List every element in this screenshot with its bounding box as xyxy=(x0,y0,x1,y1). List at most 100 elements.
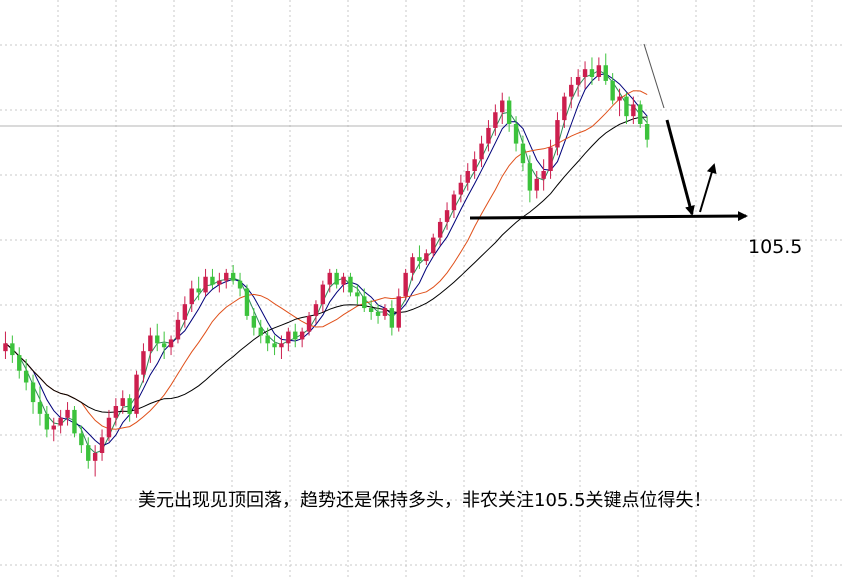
candle-body xyxy=(548,147,553,171)
candle-body xyxy=(320,284,326,305)
candle-body xyxy=(10,343,15,356)
ma-long-line xyxy=(5,116,648,413)
candle-body xyxy=(610,80,615,101)
candle-body xyxy=(513,124,519,144)
candle-body xyxy=(327,272,332,285)
candle-body xyxy=(224,272,229,281)
candle-body xyxy=(272,343,277,348)
candle-body xyxy=(37,402,43,414)
candle-body xyxy=(617,96,622,101)
candle-body xyxy=(265,335,270,344)
key-level-label: 105.5 xyxy=(748,236,803,258)
candle-body xyxy=(168,339,174,348)
candle-body xyxy=(562,96,567,121)
candle-body xyxy=(299,331,305,340)
candle-body xyxy=(417,257,422,262)
candle-body xyxy=(196,288,201,293)
candle-body xyxy=(493,112,498,128)
candle-body xyxy=(279,343,284,348)
candle-body xyxy=(603,65,608,81)
candle-body xyxy=(113,406,119,418)
candle-body xyxy=(79,433,84,446)
candle-body xyxy=(389,308,395,328)
candle-body xyxy=(451,194,457,211)
trend-line xyxy=(643,43,665,109)
candle-body xyxy=(431,237,436,254)
moving-average-lines xyxy=(5,69,648,454)
candle-body xyxy=(230,272,236,281)
candle-body xyxy=(237,280,243,289)
ma-slow-line xyxy=(5,90,648,430)
candle-body xyxy=(589,69,595,77)
candle-body xyxy=(182,304,188,320)
candle-body xyxy=(306,315,312,332)
candle-body xyxy=(500,100,505,113)
candle-body xyxy=(286,331,291,344)
ma-mid-line xyxy=(5,73,648,447)
candle-body xyxy=(479,143,484,160)
candle-body xyxy=(127,398,132,414)
candle-body xyxy=(396,296,401,328)
candle-body xyxy=(555,120,560,148)
key-level-arrow xyxy=(469,211,748,222)
candle-body xyxy=(65,409,70,418)
candle-body xyxy=(106,417,112,438)
candle-body xyxy=(161,343,167,348)
candle-body xyxy=(458,182,464,195)
up-arrow xyxy=(699,163,717,213)
candle-body xyxy=(86,445,91,461)
candle-body xyxy=(203,276,208,293)
candle-body xyxy=(244,288,250,316)
candle-body xyxy=(334,272,339,285)
candle-body xyxy=(3,343,8,352)
candle-body xyxy=(382,308,388,316)
candle-body xyxy=(368,308,374,312)
candle-body xyxy=(155,335,160,344)
candle-body xyxy=(189,288,194,305)
candle-body xyxy=(258,327,263,336)
candle-body xyxy=(341,276,346,285)
chart-caption: 美元出现见顶回落，趋势还是保持多头，非农关注105.5关键点位得失！ xyxy=(138,490,712,511)
trend-annotations xyxy=(469,43,748,222)
candle-body xyxy=(486,127,491,144)
candle-body xyxy=(506,100,512,124)
candle-body xyxy=(534,178,539,191)
candle-body xyxy=(569,84,574,97)
candle-body xyxy=(541,171,546,179)
candle-body xyxy=(175,319,181,340)
candle-body xyxy=(638,104,643,124)
candle-body xyxy=(30,382,36,403)
candle-body xyxy=(520,143,526,164)
candle-body xyxy=(644,124,650,140)
candle-body xyxy=(99,437,105,453)
candle-body xyxy=(44,413,50,430)
candlestick-series xyxy=(3,53,650,477)
candle-body xyxy=(348,276,353,293)
candle-body xyxy=(210,276,215,285)
candle-body xyxy=(51,425,56,430)
ma-fast-line xyxy=(5,69,648,454)
candle-body xyxy=(527,163,533,191)
candle-body xyxy=(465,171,470,183)
candle-body xyxy=(92,453,98,461)
candle-body xyxy=(134,374,139,414)
candle-body xyxy=(293,331,298,340)
candle-body xyxy=(120,398,125,406)
candle-body xyxy=(23,370,29,383)
candle-body xyxy=(582,69,588,77)
candle-body xyxy=(424,253,429,262)
candle-body xyxy=(251,315,257,328)
candle-body xyxy=(596,65,602,77)
candle-body xyxy=(362,296,367,309)
candle-body xyxy=(444,210,450,222)
candle-body xyxy=(375,312,381,316)
candle-body xyxy=(472,159,477,171)
candle-body xyxy=(58,417,63,426)
candle-body xyxy=(72,409,77,434)
candle-body xyxy=(403,272,408,297)
candle-body xyxy=(313,304,319,316)
candle-body xyxy=(437,221,443,238)
